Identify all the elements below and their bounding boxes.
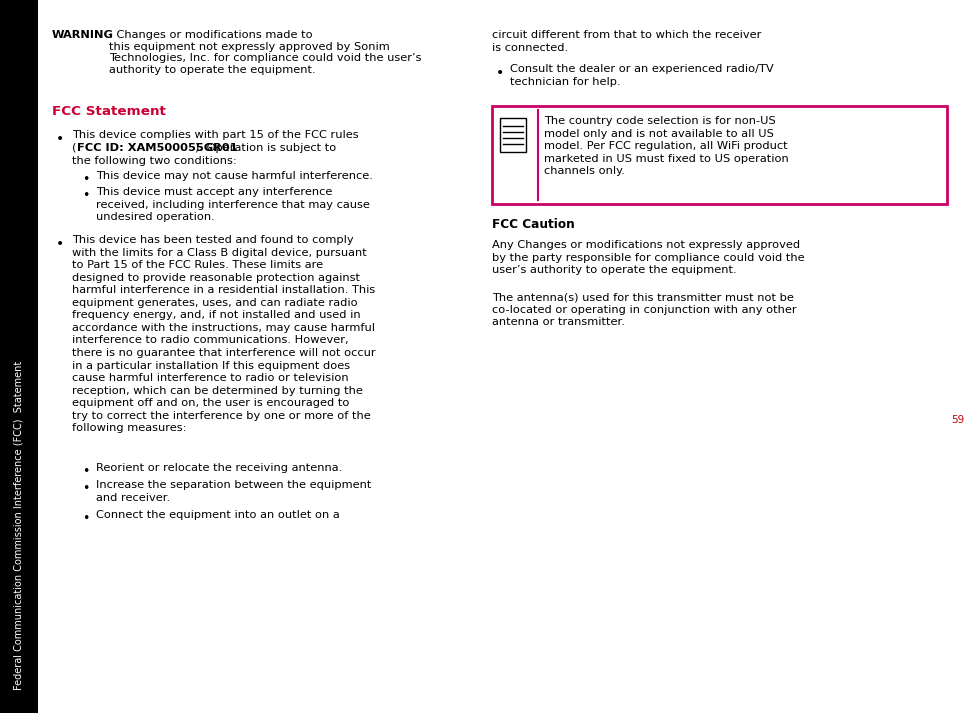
Text: : Changes or modifications made to
this equipment not expressly approved by Soni: : Changes or modifications made to this … bbox=[109, 30, 422, 75]
Text: •: • bbox=[82, 173, 89, 186]
Text: •: • bbox=[56, 132, 64, 146]
Bar bbox=[500, 118, 526, 152]
Text: Federal Communication Commission Interference (FCC)  Statement: Federal Communication Commission Interfe… bbox=[14, 361, 24, 690]
Text: The antenna(s) used for this transmitter must not be
co-located or operating in : The antenna(s) used for this transmitter… bbox=[492, 292, 797, 327]
Text: FCC ID: XAM500055GR01: FCC ID: XAM500055GR01 bbox=[77, 143, 237, 153]
Text: The country code selection is for non-US
model only and is not available to all : The country code selection is for non-US… bbox=[544, 116, 789, 176]
Text: •: • bbox=[82, 512, 89, 525]
Text: WARNING: WARNING bbox=[52, 30, 114, 40]
Bar bbox=[492, 106, 947, 204]
Text: Any Changes or modifications not expressly approved
by the party responsible for: Any Changes or modifications not express… bbox=[492, 240, 804, 275]
Text: ). Operation is subject to: ). Operation is subject to bbox=[195, 143, 336, 153]
Text: •: • bbox=[56, 237, 64, 251]
Text: Connect the equipment into an outlet on a: Connect the equipment into an outlet on … bbox=[96, 510, 340, 520]
Text: Reorient or relocate the receiving antenna.: Reorient or relocate the receiving anten… bbox=[96, 463, 342, 473]
Text: This device may not cause harmful interference.: This device may not cause harmful interf… bbox=[96, 171, 373, 181]
Text: •: • bbox=[82, 189, 89, 202]
Text: FCC Statement: FCC Statement bbox=[52, 105, 166, 118]
Text: This device must accept any interference
received, including interference that m: This device must accept any interference… bbox=[96, 187, 370, 222]
Text: FCC Caution: FCC Caution bbox=[492, 218, 575, 231]
Text: •: • bbox=[82, 482, 89, 495]
Text: 59: 59 bbox=[952, 415, 964, 425]
Text: Consult the dealer or an experienced radio/TV
technician for help.: Consult the dealer or an experienced rad… bbox=[510, 64, 773, 86]
Text: •: • bbox=[82, 465, 89, 478]
Bar bbox=[0, 0, 38, 713]
Text: This device has been tested and found to comply
with the limits for a Class B di: This device has been tested and found to… bbox=[72, 235, 376, 434]
Text: •: • bbox=[496, 66, 504, 80]
Text: This device complies with part 15 of the FCC rules: This device complies with part 15 of the… bbox=[72, 130, 359, 140]
Text: the following two conditions:: the following two conditions: bbox=[72, 156, 236, 166]
Text: Increase the separation between the equipment
and receiver.: Increase the separation between the equi… bbox=[96, 480, 371, 503]
Text: (: ( bbox=[72, 143, 77, 153]
Text: circuit different from that to which the receiver
is connected.: circuit different from that to which the… bbox=[492, 30, 762, 53]
